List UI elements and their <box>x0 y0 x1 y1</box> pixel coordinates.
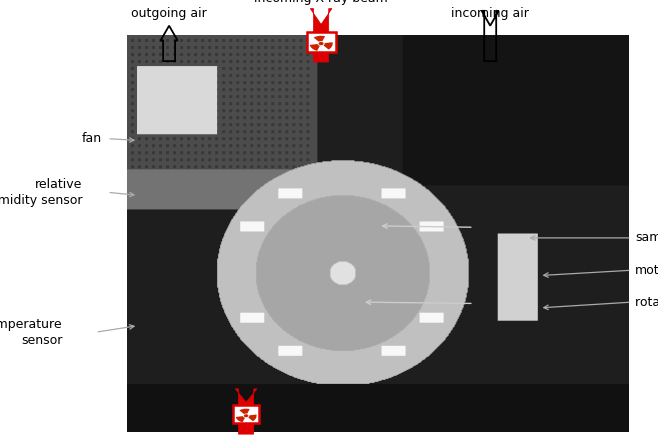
Circle shape <box>318 42 324 45</box>
Polygon shape <box>236 389 257 434</box>
Text: incoming air: incoming air <box>451 7 529 20</box>
Text: relative
humidity sensor: relative humidity sensor <box>0 178 82 207</box>
Wedge shape <box>248 415 257 421</box>
Text: rotating plate: rotating plate <box>635 295 658 309</box>
Wedge shape <box>314 36 325 42</box>
Wedge shape <box>236 416 245 422</box>
Text: outgoing air: outgoing air <box>131 7 207 20</box>
Wedge shape <box>324 42 333 50</box>
Polygon shape <box>310 8 332 62</box>
Text: temperature
sensor: temperature sensor <box>0 318 63 347</box>
Text: sample: sample <box>635 231 658 245</box>
Text: fan: fan <box>82 132 102 145</box>
Circle shape <box>244 414 248 417</box>
Bar <box>233 405 259 423</box>
Text: incoming X-ray beam: incoming X-ray beam <box>254 0 388 5</box>
Bar <box>307 32 336 52</box>
Wedge shape <box>240 409 249 414</box>
Text: motor: motor <box>635 264 658 277</box>
Wedge shape <box>310 44 320 51</box>
